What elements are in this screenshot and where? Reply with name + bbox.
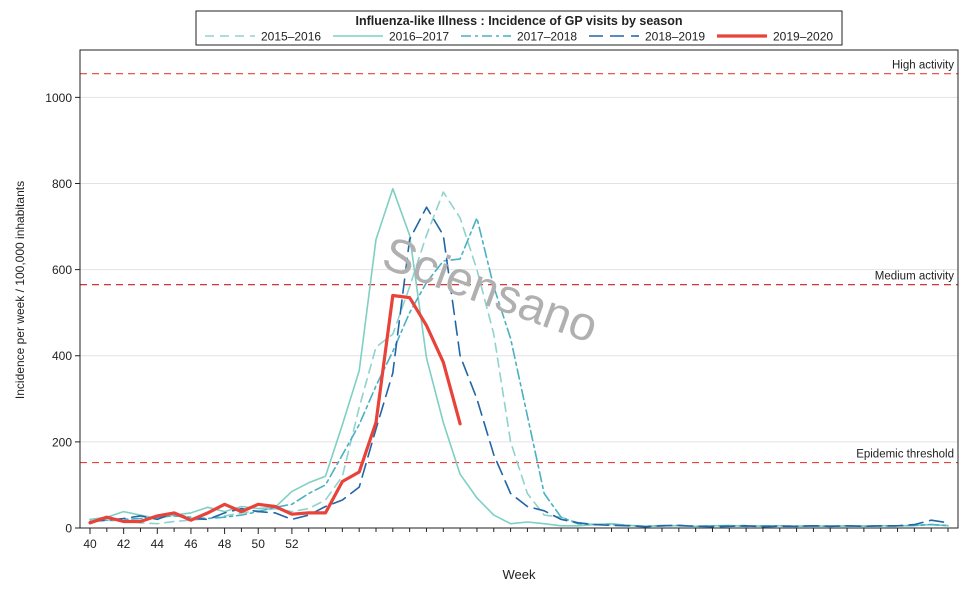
x-tick-label: 48 [218,537,232,551]
axes: 0 200 400 600 800 1000 40 42 44 46 48 50 52 [45,49,959,551]
y-tick-label: 600 [52,263,72,277]
legend-box [195,10,843,46]
threshold-label: High activity [892,60,954,72]
legend-label: 2019–2020 [773,30,833,44]
y-tick-label: 800 [52,177,72,191]
x-tick-label: 52 [285,537,299,551]
legend-items: 2015–2016 2016–2017 2017–2018 2018–2019 2019… [205,30,833,44]
x-tick-label: 40 [83,537,97,551]
x-axis-label: Week [503,567,536,582]
y-axis-label: Incidence per week / 100,000 inhabitants [13,181,27,399]
y-tick-label: 400 [52,349,72,363]
legend-label: 2015–2016 [261,30,321,44]
series-line [89,191,949,528]
y-tick-label: 1000 [45,91,72,105]
series-line [89,217,949,528]
series-line [89,187,949,528]
legend: Influenza-like Illness : Incidence of GP… [195,10,843,46]
legend-label: 2018–2019 [645,30,705,44]
chart-title: Influenza-like Illness : Incidence of GP… [356,14,683,28]
x-tick-label: 42 [117,537,131,551]
threshold-label: Medium activity [875,271,954,283]
series-line [88,293,462,525]
threshold-label: Epidemic threshold [856,449,954,461]
watermark: Sciensano [376,227,605,353]
legend-label: 2016–2017 [389,30,449,44]
y-tick-label: 200 [52,435,72,449]
threshold-lines: High activity Medium activity Epidemic thr… [80,60,958,464]
x-tick-label: 44 [151,537,165,551]
grid [80,96,958,443]
watermark-text: Sciensano [376,227,605,353]
plot-frame [79,49,959,529]
legend-label: 2017–2018 [517,30,577,44]
x-tick-label: 50 [252,537,266,551]
series-line [89,206,949,528]
series-lines [88,187,949,528]
y-tick-label: 0 [65,522,72,536]
x-tick-label: 46 [184,537,198,551]
